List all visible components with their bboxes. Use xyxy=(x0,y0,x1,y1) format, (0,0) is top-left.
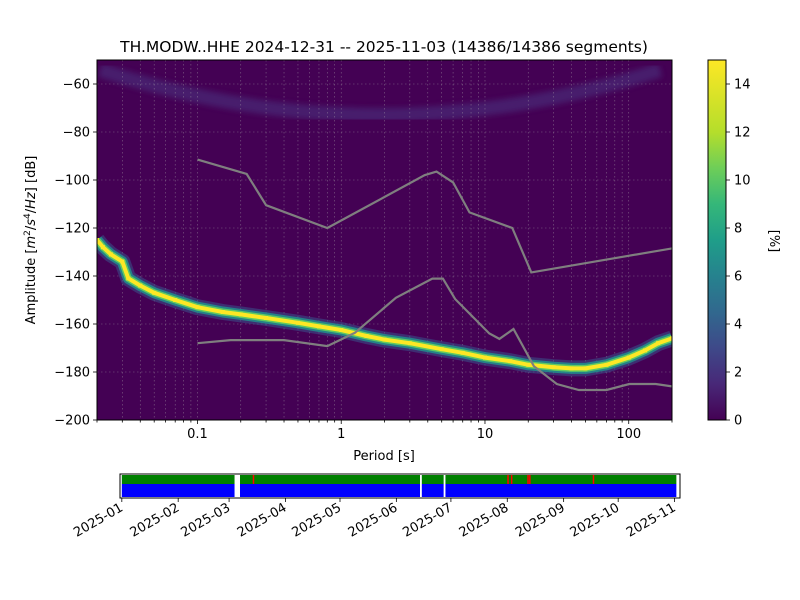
colorbar-label: [%] xyxy=(766,230,781,253)
x-tick-label: 100 xyxy=(616,427,641,442)
timeline-used-bar xyxy=(121,475,677,484)
ppsd-mode-point xyxy=(173,298,178,302)
timeline-gap xyxy=(234,475,240,497)
ppsd-mode-point xyxy=(551,365,556,370)
timeline-red-mark xyxy=(252,475,255,484)
ppsd-mode-point xyxy=(569,366,574,371)
x-axis-ticks: 0.1 1 10 100 xyxy=(96,420,673,442)
ppsd-mode-point xyxy=(264,316,269,320)
ppsd-mode-point xyxy=(643,348,648,353)
timeline-gap xyxy=(420,475,422,497)
chart-title: TH.MODW..HHE 2024-12-31 -- 2025-11-03 (1… xyxy=(119,38,648,56)
noise-model-curves xyxy=(197,158,672,392)
x-tick-label: 10 xyxy=(477,427,494,442)
colorbar-tick-label: 10 xyxy=(734,174,751,189)
colorbar-tick-label: 8 xyxy=(734,222,742,237)
ppsd-mode-point xyxy=(382,337,387,342)
nhnm-curve xyxy=(197,158,672,274)
colorbar: 0 2 4 6 8 10 12 14 [%] xyxy=(707,59,781,429)
timeline-red-mark xyxy=(592,475,595,484)
ppsd-mode-point xyxy=(339,328,344,332)
ppsd-mode-point xyxy=(604,362,609,367)
ppsd-mode-point xyxy=(295,320,300,325)
y-tick-label: −140 xyxy=(54,270,90,285)
ppsd-mode-point xyxy=(526,362,531,367)
nlnm-curve xyxy=(197,277,672,392)
ppsd-mode-point xyxy=(238,312,243,317)
timeline-tick-label: 2025-03 xyxy=(179,500,234,540)
colorbar-ticks: 0 2 4 6 8 10 12 14 xyxy=(726,78,751,429)
y-axis-ticks: −200 −180 −160 −140 −120 −100 −80 −60 xyxy=(54,78,97,429)
colorbar-tick-label: 14 xyxy=(734,78,751,93)
colorbar-tick-label: 2 xyxy=(734,366,742,381)
y-tick-label: −100 xyxy=(54,174,90,189)
ppsd-plot-area: 0.1 1 10 100 −200 −180 −160 −140 −120 −100 −80 −60… xyxy=(23,59,673,464)
y-axis-label: Amplitude [m2/s4/Hz] [dB] xyxy=(23,156,39,325)
ppsd-mode-point xyxy=(195,305,200,310)
timeline-tick-label: 2025-08 xyxy=(457,500,512,540)
x-tick-label: 0.1 xyxy=(187,427,208,442)
x-axis-label: Period [s] xyxy=(353,449,415,464)
timeline-tick-label: 2025-09 xyxy=(513,500,568,540)
timeline-red-mark xyxy=(527,475,529,484)
timeline-tick-label: 2025-07 xyxy=(400,500,455,540)
y-tick-label: −160 xyxy=(54,318,90,333)
y-tick-label: −200 xyxy=(54,414,90,429)
timeline-available-bar xyxy=(121,484,677,497)
ppsd-mode-point xyxy=(656,341,661,346)
ppsd-mode-point xyxy=(482,355,487,360)
colorbar-tick-label: 4 xyxy=(734,318,742,333)
ppsd-mode-point xyxy=(439,347,444,352)
y-tick-label: −120 xyxy=(54,222,90,237)
ppsd-mode-point xyxy=(97,238,99,242)
ppsd-mode-point xyxy=(508,359,513,364)
timeline-tick-label: 2025-11 xyxy=(624,500,679,540)
colorbar-tick-label: 12 xyxy=(734,126,751,141)
ppsd-mode-point xyxy=(407,341,412,346)
ppsd-mode-point xyxy=(120,259,125,264)
ppsd-mode-point xyxy=(152,290,157,295)
timeline-red-mark xyxy=(529,475,531,484)
timeline-tick-label: 2025-05 xyxy=(289,500,344,540)
ppsd-mode-point xyxy=(138,283,143,288)
colorbar-tick-label: 0 xyxy=(734,414,742,429)
y-tick-label: −80 xyxy=(63,126,90,141)
ppsd-mode-point xyxy=(126,276,131,281)
timeline-gap xyxy=(443,475,446,497)
y-tick-label: −180 xyxy=(54,366,90,381)
ppsd-mode-point xyxy=(220,310,225,314)
faint-upper-noise-band xyxy=(97,63,663,122)
ppsd-mode-point xyxy=(626,355,631,360)
ppsd-mode-point xyxy=(670,336,672,341)
timeline-red-mark xyxy=(507,475,509,484)
timeline-tick-label: 2025-01 xyxy=(71,500,126,540)
timeline-red-mark xyxy=(510,475,513,484)
timeline-tick-label: 2025-02 xyxy=(128,500,183,540)
ppsd-probability-band xyxy=(97,234,672,377)
timeline-tick-label: 2025-04 xyxy=(235,500,290,540)
timeline-tick-label: 2025-06 xyxy=(346,500,401,540)
x-tick-label: 1 xyxy=(337,427,345,442)
y-tick-label: −60 xyxy=(63,78,90,93)
ppsd-mode-point xyxy=(316,324,321,329)
ppsd-mode-point xyxy=(460,350,465,355)
ppsd-mode-point xyxy=(364,334,369,338)
timeline-bars xyxy=(121,475,677,497)
ppsd-mode-point xyxy=(108,252,113,257)
ppsd-mode-point xyxy=(583,366,588,371)
colorbar-tick-label: 6 xyxy=(734,270,742,285)
timeline-tick-label: 2025-10 xyxy=(568,500,623,540)
ppsd-mode-point xyxy=(100,245,105,250)
colorbar-gradient xyxy=(707,59,727,421)
